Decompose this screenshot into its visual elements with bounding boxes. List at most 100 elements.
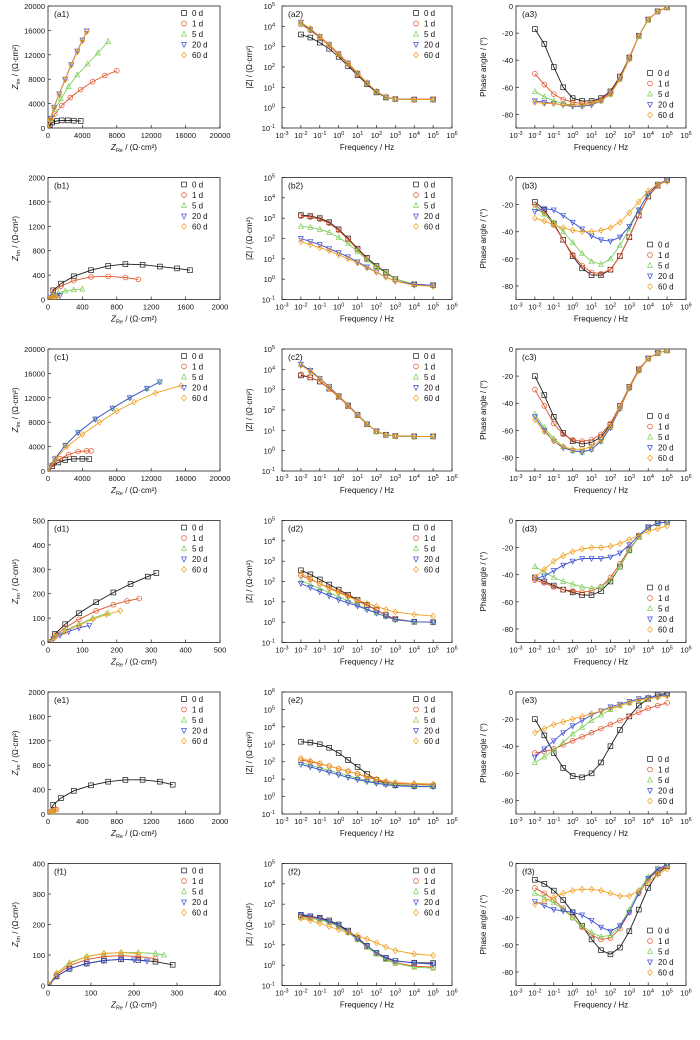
legend-marker	[413, 353, 419, 359]
x-tick-exponent: -2	[303, 646, 308, 652]
y-axis-label-sub: Im	[16, 764, 22, 771]
data-point	[139, 261, 146, 268]
data-point	[635, 206, 642, 213]
data-point	[617, 892, 623, 900]
x-tick-exponent: -2	[537, 817, 542, 823]
y-tick-label: 101	[264, 775, 275, 784]
x-tick-exponent: 0	[575, 474, 578, 480]
x-tick-label: 16000	[175, 131, 196, 140]
data-point	[607, 928, 614, 935]
series-line-2	[534, 865, 668, 940]
data-point	[560, 897, 566, 903]
data-point	[532, 98, 538, 106]
y-tick-label: 105	[264, 345, 275, 354]
data-point	[531, 754, 538, 761]
data-point	[354, 70, 361, 77]
panel-label: (f3)	[522, 867, 535, 877]
x-tick-exponent: -3	[518, 646, 523, 652]
data-point	[62, 621, 68, 627]
data-point	[579, 226, 586, 233]
data-point	[569, 723, 576, 730]
x-tick-exponent: 0	[341, 131, 344, 137]
panel-label: (e3)	[522, 695, 537, 705]
series-group	[48, 948, 176, 986]
data-point	[664, 178, 670, 186]
y-tick-label: 106	[264, 688, 275, 697]
data-point	[93, 608, 99, 614]
y-axis-label-unit: / (Ω·cm²)	[11, 902, 20, 936]
x-tick-label: 104	[409, 303, 420, 312]
x-tick-label: 102	[371, 131, 382, 140]
panel-label: (a1)	[54, 9, 69, 19]
x-tick-label: 103	[390, 817, 401, 826]
x-axis-label-unit: / (Ω·cm²)	[123, 143, 157, 152]
data-point	[635, 367, 642, 375]
data-point	[59, 102, 65, 109]
data-point	[541, 565, 548, 573]
x-tick-exponent: -3	[518, 989, 523, 995]
panel-b2: 10-3 10-2 10-1 100 101 102 103 104 105 10610-1100…	[245, 174, 458, 324]
data-point	[354, 596, 361, 604]
series-group	[531, 520, 671, 598]
data-point	[139, 777, 146, 783]
y-tick-exponent: 2	[272, 235, 275, 241]
data-point	[635, 207, 642, 214]
data-point	[383, 273, 389, 281]
y-axis-label: Phase angle / (°)	[479, 37, 488, 97]
series-line-2	[534, 349, 668, 442]
legend-label: 0 d	[658, 584, 669, 593]
legend-marker	[181, 373, 187, 380]
y-tick-label: -80	[502, 625, 513, 634]
data-point	[88, 448, 94, 454]
x-tick-label: 500	[214, 646, 227, 655]
data-point	[135, 276, 142, 283]
data-point	[143, 958, 150, 965]
legend-marker	[181, 544, 187, 551]
x-tick-label: 104	[643, 817, 654, 826]
legend-marker	[181, 909, 187, 916]
data-point	[71, 456, 77, 462]
data-point	[364, 79, 370, 87]
x-tick-label: 100	[333, 474, 344, 483]
series-line-1	[48, 572, 157, 643]
data-point	[83, 448, 90, 454]
legend-marker	[181, 213, 187, 220]
legend-label: 5 d	[192, 202, 203, 211]
legend-label: 0 d	[658, 241, 669, 250]
data-point	[88, 267, 94, 273]
data-point	[550, 207, 557, 214]
x-tick-exponent: -1	[556, 131, 561, 137]
y-axis-label-sub: Im	[16, 936, 22, 943]
x-tick-exponent: 1	[360, 303, 363, 309]
data-point	[57, 95, 64, 102]
legend-marker	[181, 385, 187, 392]
data-point	[569, 580, 576, 587]
data-point	[569, 253, 576, 259]
legend-marker	[413, 566, 419, 573]
legend-marker	[181, 10, 187, 16]
data-point	[635, 368, 642, 375]
data-point	[411, 784, 418, 791]
x-tick-exponent: 5	[436, 817, 439, 823]
data-point	[298, 914, 304, 922]
data-point	[77, 86, 84, 93]
series-line-4	[534, 521, 668, 580]
y-axis-label: |Z| / (Ω·cm²)	[245, 388, 254, 431]
data-point	[626, 546, 633, 552]
legend-label: 1 d	[658, 766, 669, 775]
legend-label: 60 d	[658, 626, 674, 635]
data-point	[588, 936, 595, 943]
data-point	[430, 619, 437, 626]
data-point	[76, 621, 82, 629]
data-point	[326, 228, 333, 235]
x-tick-label: 101	[352, 989, 363, 998]
y-tick-label: 1600	[28, 198, 45, 207]
x-tick-label: 104	[409, 474, 420, 483]
x-tick-label: 100	[567, 989, 578, 998]
data-point	[550, 573, 557, 580]
y-tick-exponent: -1	[270, 296, 275, 302]
data-point	[532, 373, 538, 379]
x-tick-exponent: -1	[556, 817, 561, 823]
x-tick-exponent: 5	[670, 646, 673, 652]
data-point	[316, 375, 323, 383]
